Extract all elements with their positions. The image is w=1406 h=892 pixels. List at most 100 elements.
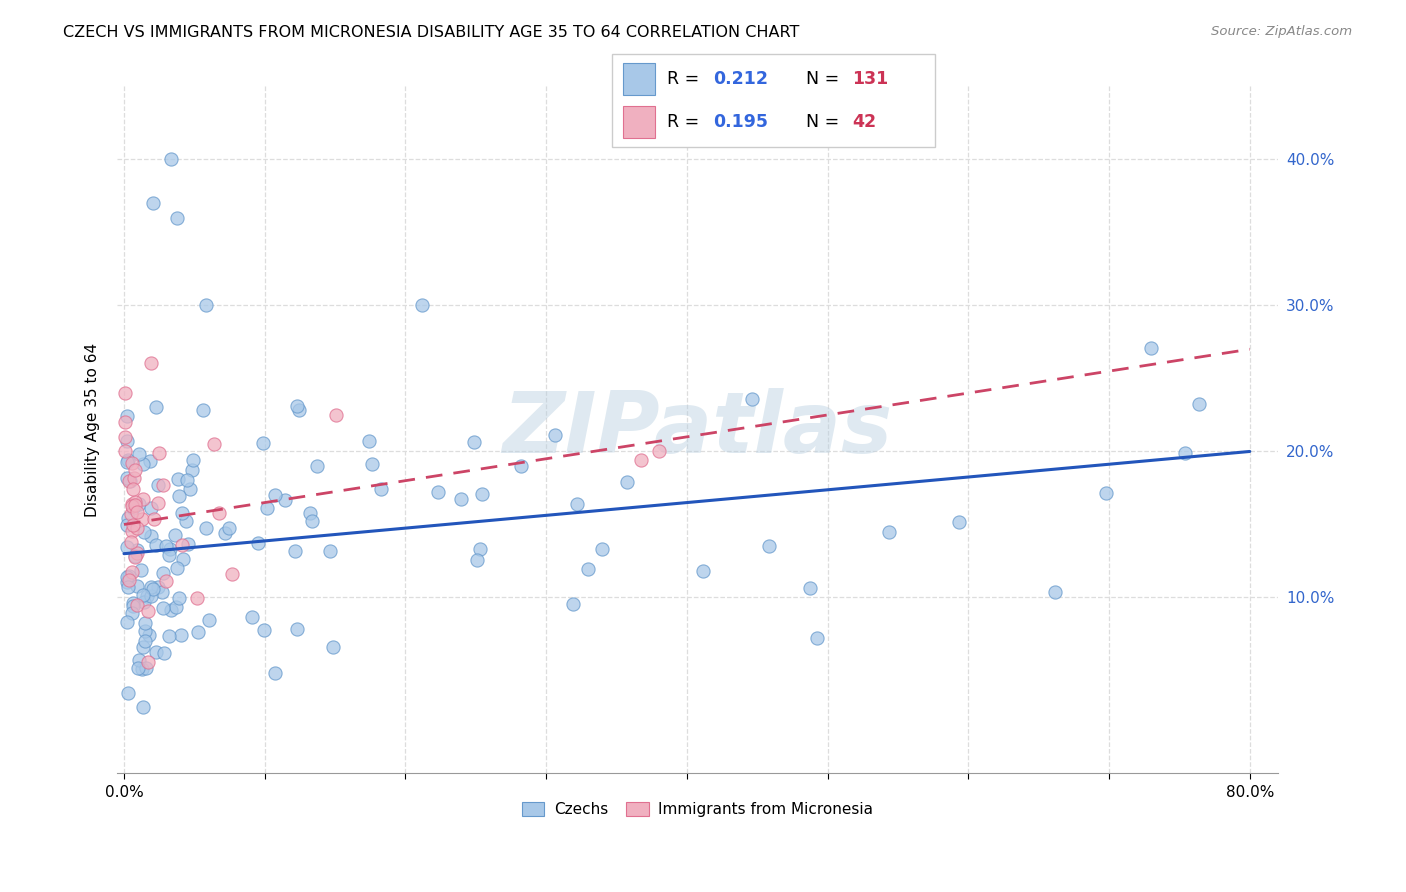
Point [141,528,163,542]
Point [118,569,141,583]
Point [176,514,198,528]
Point [136,655,159,669]
Point [132,492,155,507]
Point [124,549,146,563]
Legend: Czechs, Immigrants from Micronesia: Czechs, Immigrants from Micronesia [516,796,879,823]
Point [114,386,136,401]
Point [198,613,221,627]
Point [132,525,155,540]
Point [142,582,165,597]
Point [122,518,145,533]
Point [132,640,155,655]
Point [630,452,652,467]
Point [172,551,194,566]
Point [115,541,138,555]
Point [115,518,138,533]
Point [124,550,146,565]
Point [159,153,181,167]
Point [117,686,139,700]
Point [142,196,165,211]
Point [576,561,599,575]
Point [117,511,139,525]
Point [145,538,167,552]
Bar [623,106,655,138]
Point [510,458,533,473]
Point [115,409,138,424]
Point [152,601,174,615]
Point [616,475,638,489]
Point [465,553,488,567]
Point [948,515,970,529]
Point [115,455,138,469]
Point [121,524,143,539]
Text: CZECH VS IMMIGRANTS FROM MICRONESIA DISABILITY AGE 35 TO 64 CORRELATION CHART: CZECH VS IMMIGRANTS FROM MICRONESIA DISA… [63,25,800,40]
Point [120,507,142,521]
Point [117,452,139,467]
Point [150,584,173,599]
Point [562,597,585,611]
Point [193,402,215,417]
Point [155,574,177,588]
Y-axis label: Disability Age 35 to 64: Disability Age 35 to 64 [86,343,100,516]
Point [124,463,146,477]
Point [426,485,449,500]
Point [125,546,148,560]
Point [118,573,141,587]
Point [121,497,143,511]
Point [125,598,148,612]
Point [125,521,148,535]
Point [253,624,276,638]
Point [124,499,146,513]
Point [692,565,714,579]
Point [128,447,150,461]
Point [165,599,187,614]
Text: 42: 42 [852,113,877,131]
Point [256,501,278,516]
Point [648,443,671,458]
Point [208,507,231,521]
Point [468,541,491,556]
Point [411,298,433,312]
Point [325,408,347,422]
Point [301,514,323,528]
Point [318,544,340,558]
Point [221,566,243,581]
Text: N =: N = [806,113,845,131]
Point [146,478,169,492]
Point [806,631,828,645]
Point [115,471,138,485]
Point [180,463,202,477]
Point [877,525,900,540]
Text: R =: R = [666,70,704,87]
Point [305,458,328,473]
Text: 0.212: 0.212 [713,70,769,87]
Point [125,505,148,519]
Bar [623,63,655,95]
Point [139,356,162,370]
Point [273,492,295,507]
Point [129,563,152,577]
Point [121,456,143,470]
Point [155,539,177,553]
Point [1043,585,1066,599]
Point [591,541,613,556]
Point [118,475,141,489]
Point [122,482,145,496]
Text: Source: ZipAtlas.com: Source: ZipAtlas.com [1212,25,1353,38]
Point [163,528,186,542]
Point [799,581,821,595]
Point [121,596,143,610]
Point [141,589,163,603]
Point [263,665,285,680]
Point [565,497,588,511]
Point [127,661,149,675]
FancyBboxPatch shape [612,54,935,147]
Point [1095,486,1118,500]
Point [170,538,193,552]
Point [134,615,156,630]
Point [131,662,153,676]
Point [264,488,287,502]
Point [357,434,380,449]
Point [115,575,138,590]
Point [134,595,156,609]
